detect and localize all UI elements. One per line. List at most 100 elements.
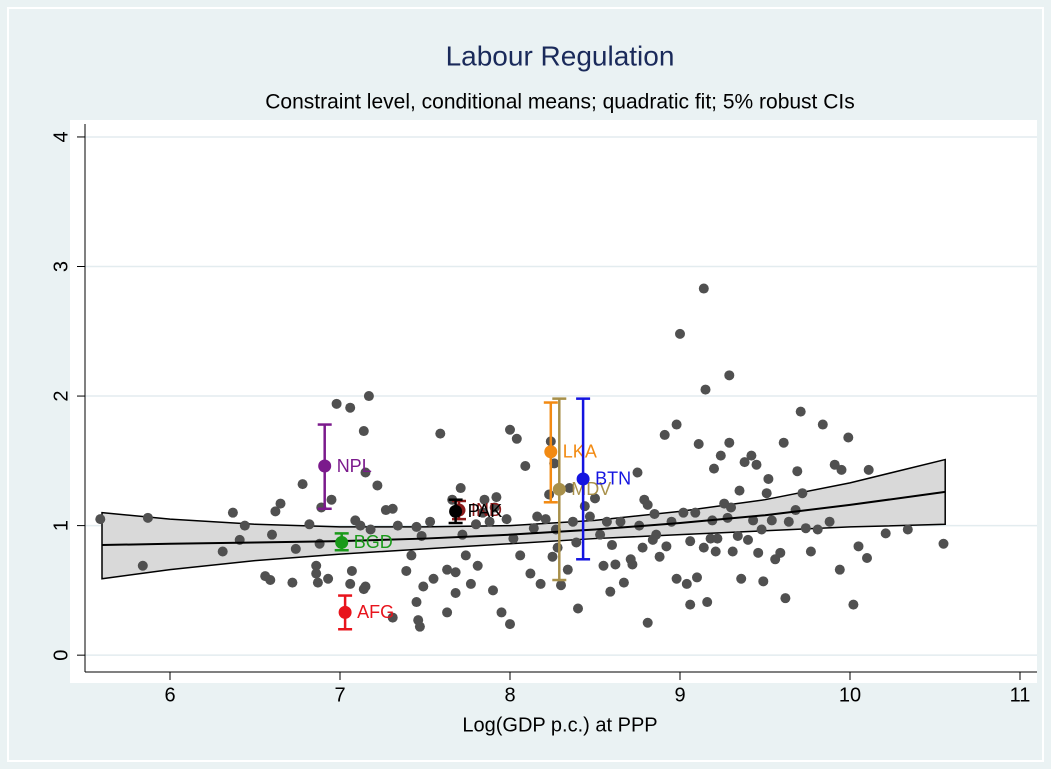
scatter-point — [739, 457, 750, 468]
x-tick-label: 8 — [504, 684, 515, 706]
scatter-point — [751, 459, 762, 470]
scatter-point — [287, 577, 298, 588]
x-axis-label: Log(GDP p.c.) at PPP — [462, 714, 657, 736]
scatter-point — [601, 516, 612, 527]
scatter-point — [783, 516, 794, 527]
scatter-point — [671, 573, 682, 584]
scatter-point — [571, 537, 582, 548]
x-tick-label: 10 — [839, 684, 861, 706]
scatter-point — [862, 552, 872, 563]
scatter-point — [579, 501, 590, 512]
scatter-point — [442, 564, 453, 575]
scatter-point — [702, 597, 713, 608]
scatter-point — [406, 550, 417, 561]
scatter-point — [651, 529, 662, 540]
scatter-point — [312, 577, 323, 588]
scatter-point — [496, 607, 507, 618]
scatter-point — [763, 473, 774, 484]
scatter-point — [584, 511, 595, 522]
scatter-point — [766, 515, 777, 526]
scatter-point — [746, 450, 757, 461]
scatter-point — [360, 581, 371, 592]
scatter-point — [748, 515, 759, 526]
scatter-point — [460, 550, 471, 561]
scatter-point — [710, 546, 721, 557]
scatter-point — [455, 483, 466, 494]
scatter-point — [800, 523, 811, 534]
scatter-point — [880, 528, 891, 539]
scatter-point — [239, 520, 250, 531]
scatter-point — [345, 578, 356, 589]
scatter-point — [411, 521, 422, 532]
scatter-point — [363, 391, 374, 402]
highlight-label: LKA — [563, 442, 597, 462]
scatter-point — [618, 577, 629, 588]
scatter-point — [605, 586, 616, 597]
scatter-point — [627, 559, 638, 570]
scatter-point — [346, 565, 357, 576]
scatter-point — [610, 559, 621, 570]
scatter-point — [666, 516, 677, 527]
scatter-point — [457, 529, 468, 540]
scatter-point — [598, 560, 609, 571]
scatter-point — [314, 538, 325, 549]
scatter-point — [654, 551, 665, 562]
scatter-point — [829, 459, 840, 470]
scatter-point — [360, 467, 371, 478]
scatter-point — [532, 511, 543, 522]
y-tick-label: 2 — [50, 390, 72, 401]
scatter-point — [442, 607, 453, 618]
scatter-point — [564, 483, 575, 494]
scatter-point — [540, 514, 551, 525]
y-tick-label: 1 — [50, 520, 72, 531]
scatter-point — [817, 419, 828, 430]
scatter-point — [649, 508, 660, 519]
scatter-point — [311, 560, 322, 571]
highlight-label: PAK — [468, 501, 503, 521]
scatter-point — [450, 587, 461, 598]
scatter-point — [392, 520, 403, 531]
scatter-point — [836, 464, 847, 475]
scatter-point — [812, 524, 823, 535]
scatter-point — [450, 567, 461, 578]
scatter-point — [843, 432, 854, 443]
scatter-point — [552, 542, 563, 553]
scatter-point — [472, 560, 483, 571]
scatter-point — [297, 479, 308, 490]
scatter-point — [863, 464, 874, 475]
scatter-point — [511, 433, 522, 444]
scatter-point — [637, 542, 648, 553]
scatter-point — [505, 424, 515, 435]
scatter-point — [756, 524, 767, 535]
scatter-point — [414, 621, 425, 632]
scatter-point — [508, 533, 519, 544]
scatter-point — [471, 519, 481, 530]
scatter-point — [567, 516, 578, 527]
scatter-point — [681, 578, 692, 589]
scatter-point — [372, 480, 383, 491]
highlight-label: BGD — [354, 532, 393, 552]
y-tick-label: 0 — [50, 650, 72, 661]
scatter-point — [525, 568, 536, 579]
scatter-point — [345, 402, 356, 413]
scatter-point — [411, 597, 422, 608]
scatter-point — [795, 406, 806, 417]
highlight-point — [335, 535, 349, 549]
y-tick-label: 3 — [50, 261, 72, 272]
scatter-point — [547, 551, 558, 562]
scatter-point — [709, 463, 719, 474]
scatter-point — [642, 499, 653, 510]
scatter-point — [724, 437, 735, 448]
scatter-point — [331, 398, 342, 409]
x-tick-label: 7 — [334, 684, 345, 706]
scatter-point — [535, 578, 546, 589]
scatter-point — [425, 516, 436, 527]
scatter-point — [401, 565, 412, 576]
scatter-point — [142, 512, 153, 523]
scatter-point — [642, 617, 653, 628]
scatter-point — [726, 502, 736, 513]
scatter-point — [528, 523, 539, 534]
scatter-point — [304, 519, 315, 530]
scatter-point — [365, 524, 376, 535]
scatter-point — [790, 505, 801, 516]
